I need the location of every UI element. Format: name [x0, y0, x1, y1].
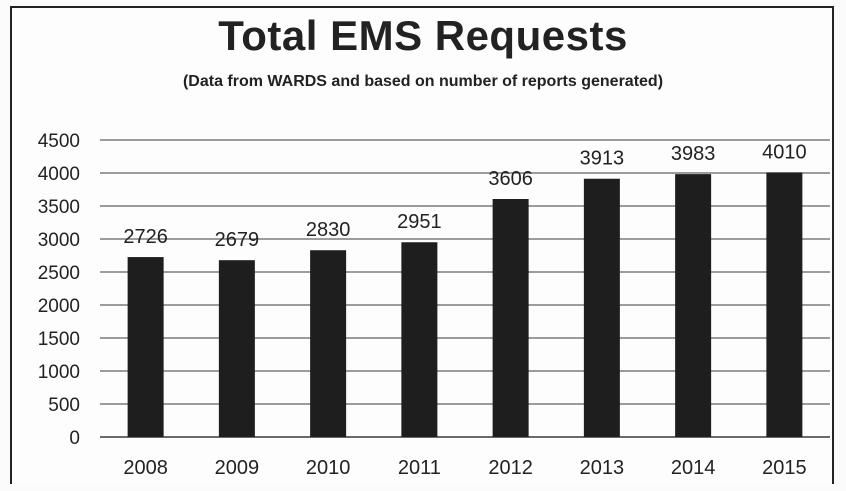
x-tick-label: 2014	[671, 457, 716, 479]
bar-2010	[310, 250, 347, 437]
y-tick-label: 3500	[38, 197, 80, 218]
y-tick-label: 1000	[38, 362, 80, 383]
bar-2014	[675, 174, 712, 437]
bar-2015	[766, 172, 803, 437]
y-tick-label: 500	[48, 395, 80, 416]
y-tick-label: 2000	[38, 296, 80, 317]
y-axis-ticks: 0 500 1000 1500 2000 2500 3000 3500 4000 4500	[38, 131, 80, 449]
bar-2008	[127, 257, 164, 437]
data-label-2011: 2951	[397, 211, 442, 233]
data-label-2009: 2679	[215, 229, 260, 251]
bar-2012	[492, 199, 529, 437]
chart-title: Total EMS Requests	[218, 12, 628, 59]
y-tick-label: 4000	[38, 164, 80, 185]
bar-2009	[218, 260, 255, 437]
x-tick-label: 2012	[488, 457, 533, 479]
y-tick-label: 3000	[38, 230, 80, 251]
x-tick-label: 2008	[123, 457, 168, 479]
x-tick-label: 2009	[215, 457, 260, 479]
data-label-2008: 2726	[123, 226, 168, 248]
bar-2013	[583, 178, 620, 437]
data-labels: 2726 2679 2830 2951 3606 3913 3983 4010	[123, 141, 806, 251]
chart-subtitle: (Data from WARDS and based on number of …	[182, 73, 664, 90]
bars	[127, 172, 803, 437]
y-tick-label: 4500	[38, 131, 80, 152]
y-tick-label: 2500	[38, 263, 80, 284]
y-tick-label: 0	[69, 428, 80, 449]
x-axis-ticks: 2008 2009 2010 2011 2012 2013 2014 2015	[123, 457, 806, 479]
x-tick-label: 2013	[580, 457, 625, 479]
data-label-2010: 2830	[306, 219, 351, 241]
data-label-2012: 3606	[488, 168, 533, 190]
gridlines	[100, 139, 830, 438]
data-label-2013: 3913	[580, 148, 625, 170]
data-label-2014: 3983	[671, 143, 716, 165]
x-tick-label: 2011	[398, 457, 441, 479]
data-label-2015: 4010	[762, 141, 807, 163]
x-tick-label: 2015	[762, 457, 807, 479]
x-tick-label: 2010	[306, 457, 351, 479]
y-tick-label: 1500	[38, 329, 80, 350]
bar-2011	[401, 242, 438, 437]
